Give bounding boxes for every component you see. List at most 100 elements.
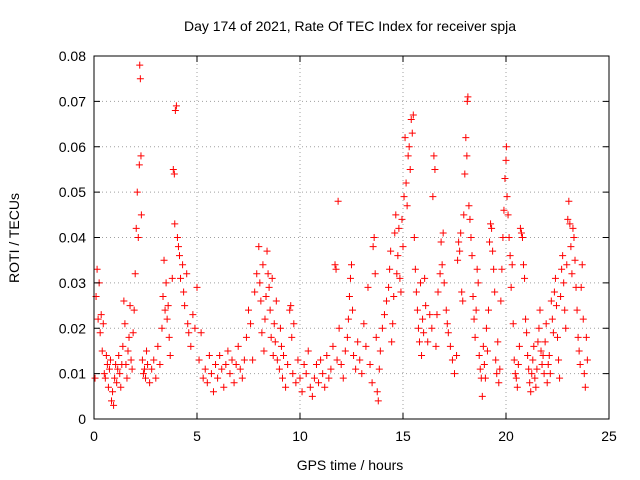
y-tick-label: 0.06 — [59, 139, 86, 155]
data-point — [277, 342, 285, 350]
data-point — [526, 379, 534, 387]
data-point — [464, 93, 472, 101]
data-point — [571, 256, 579, 264]
data-point — [289, 370, 297, 378]
data-point — [278, 374, 286, 382]
data-point — [335, 324, 343, 332]
data-point — [245, 306, 252, 314]
data-point — [290, 320, 298, 328]
data-point — [358, 370, 366, 378]
data-point — [242, 333, 250, 341]
data-point — [475, 351, 483, 359]
data-point — [344, 315, 352, 323]
data-point — [469, 292, 477, 300]
data-point — [129, 329, 137, 337]
data-point — [139, 370, 147, 378]
data-point — [261, 315, 269, 323]
data-point — [331, 261, 339, 269]
data-point — [383, 297, 391, 305]
data-point — [524, 351, 532, 359]
data-point — [115, 351, 123, 359]
data-point — [255, 243, 263, 251]
data-point — [136, 61, 144, 69]
data-point — [193, 283, 201, 291]
data-point — [433, 311, 441, 319]
data-point — [541, 338, 549, 346]
y-tick-label: 0.07 — [59, 93, 86, 109]
data-point — [478, 392, 486, 400]
data-point — [559, 252, 567, 260]
data-point — [111, 374, 119, 382]
data-point — [199, 374, 207, 382]
data-point — [531, 374, 539, 382]
data-point — [418, 351, 426, 359]
data-point — [455, 238, 463, 246]
data-point — [436, 270, 444, 278]
data-point — [163, 315, 171, 323]
data-point — [481, 374, 489, 382]
data-point — [263, 247, 271, 255]
data-point — [421, 274, 429, 282]
data-point — [577, 283, 585, 291]
data-point — [119, 342, 127, 350]
data-point — [539, 351, 547, 359]
data-point — [438, 261, 446, 269]
data-point — [128, 365, 136, 373]
data-point — [465, 202, 473, 210]
data-point — [484, 306, 492, 314]
data-point — [156, 361, 164, 369]
data-point — [415, 338, 423, 346]
data-point — [517, 229, 525, 237]
data-point — [472, 306, 480, 314]
data-point — [173, 234, 181, 241]
data-point — [120, 297, 128, 305]
data-point — [150, 356, 158, 364]
data-point — [432, 342, 440, 350]
data-point — [371, 270, 379, 278]
data-point — [251, 288, 259, 296]
data-point — [133, 188, 141, 196]
data-point — [407, 116, 415, 124]
data-point — [473, 265, 481, 273]
data-point — [169, 165, 177, 173]
data-point — [535, 324, 543, 332]
data-point — [349, 306, 357, 314]
data-point — [334, 197, 342, 205]
data-point — [364, 283, 372, 291]
data-point — [396, 274, 404, 282]
data-point — [406, 165, 414, 173]
data-point — [512, 374, 520, 382]
data-point — [195, 356, 203, 364]
data-point — [443, 320, 451, 328]
data-point — [426, 311, 434, 319]
data-point — [554, 333, 561, 341]
data-point — [451, 370, 458, 378]
data-point — [256, 279, 264, 287]
data-point — [454, 256, 462, 264]
data-point — [93, 265, 101, 273]
y-tick-label: 0.02 — [59, 320, 86, 336]
data-point — [216, 351, 224, 359]
data-point — [152, 374, 160, 382]
data-point — [140, 365, 148, 373]
data-point — [528, 370, 536, 378]
data-point — [259, 261, 267, 269]
data-point — [312, 361, 320, 369]
data-point — [555, 356, 563, 364]
plot-frame — [93, 55, 610, 420]
data-point — [99, 320, 107, 328]
data-point — [562, 324, 570, 332]
data-point — [185, 329, 193, 337]
data-point — [284, 361, 292, 369]
data-point — [265, 283, 273, 291]
data-point — [386, 265, 394, 273]
data-point — [270, 320, 278, 328]
data-point — [542, 320, 550, 328]
x-tick-label: 15 — [395, 428, 411, 444]
axis-ticks — [93, 55, 610, 420]
y-tick-label: 0.05 — [59, 184, 86, 200]
data-point — [387, 247, 395, 255]
data-point — [269, 351, 277, 359]
data-point — [258, 329, 266, 337]
tick-labels: 0 5 10 15 20 25 0 0.01 0.02 0.03 0.04 0.05 0.06 0.07 0… — [59, 48, 617, 444]
